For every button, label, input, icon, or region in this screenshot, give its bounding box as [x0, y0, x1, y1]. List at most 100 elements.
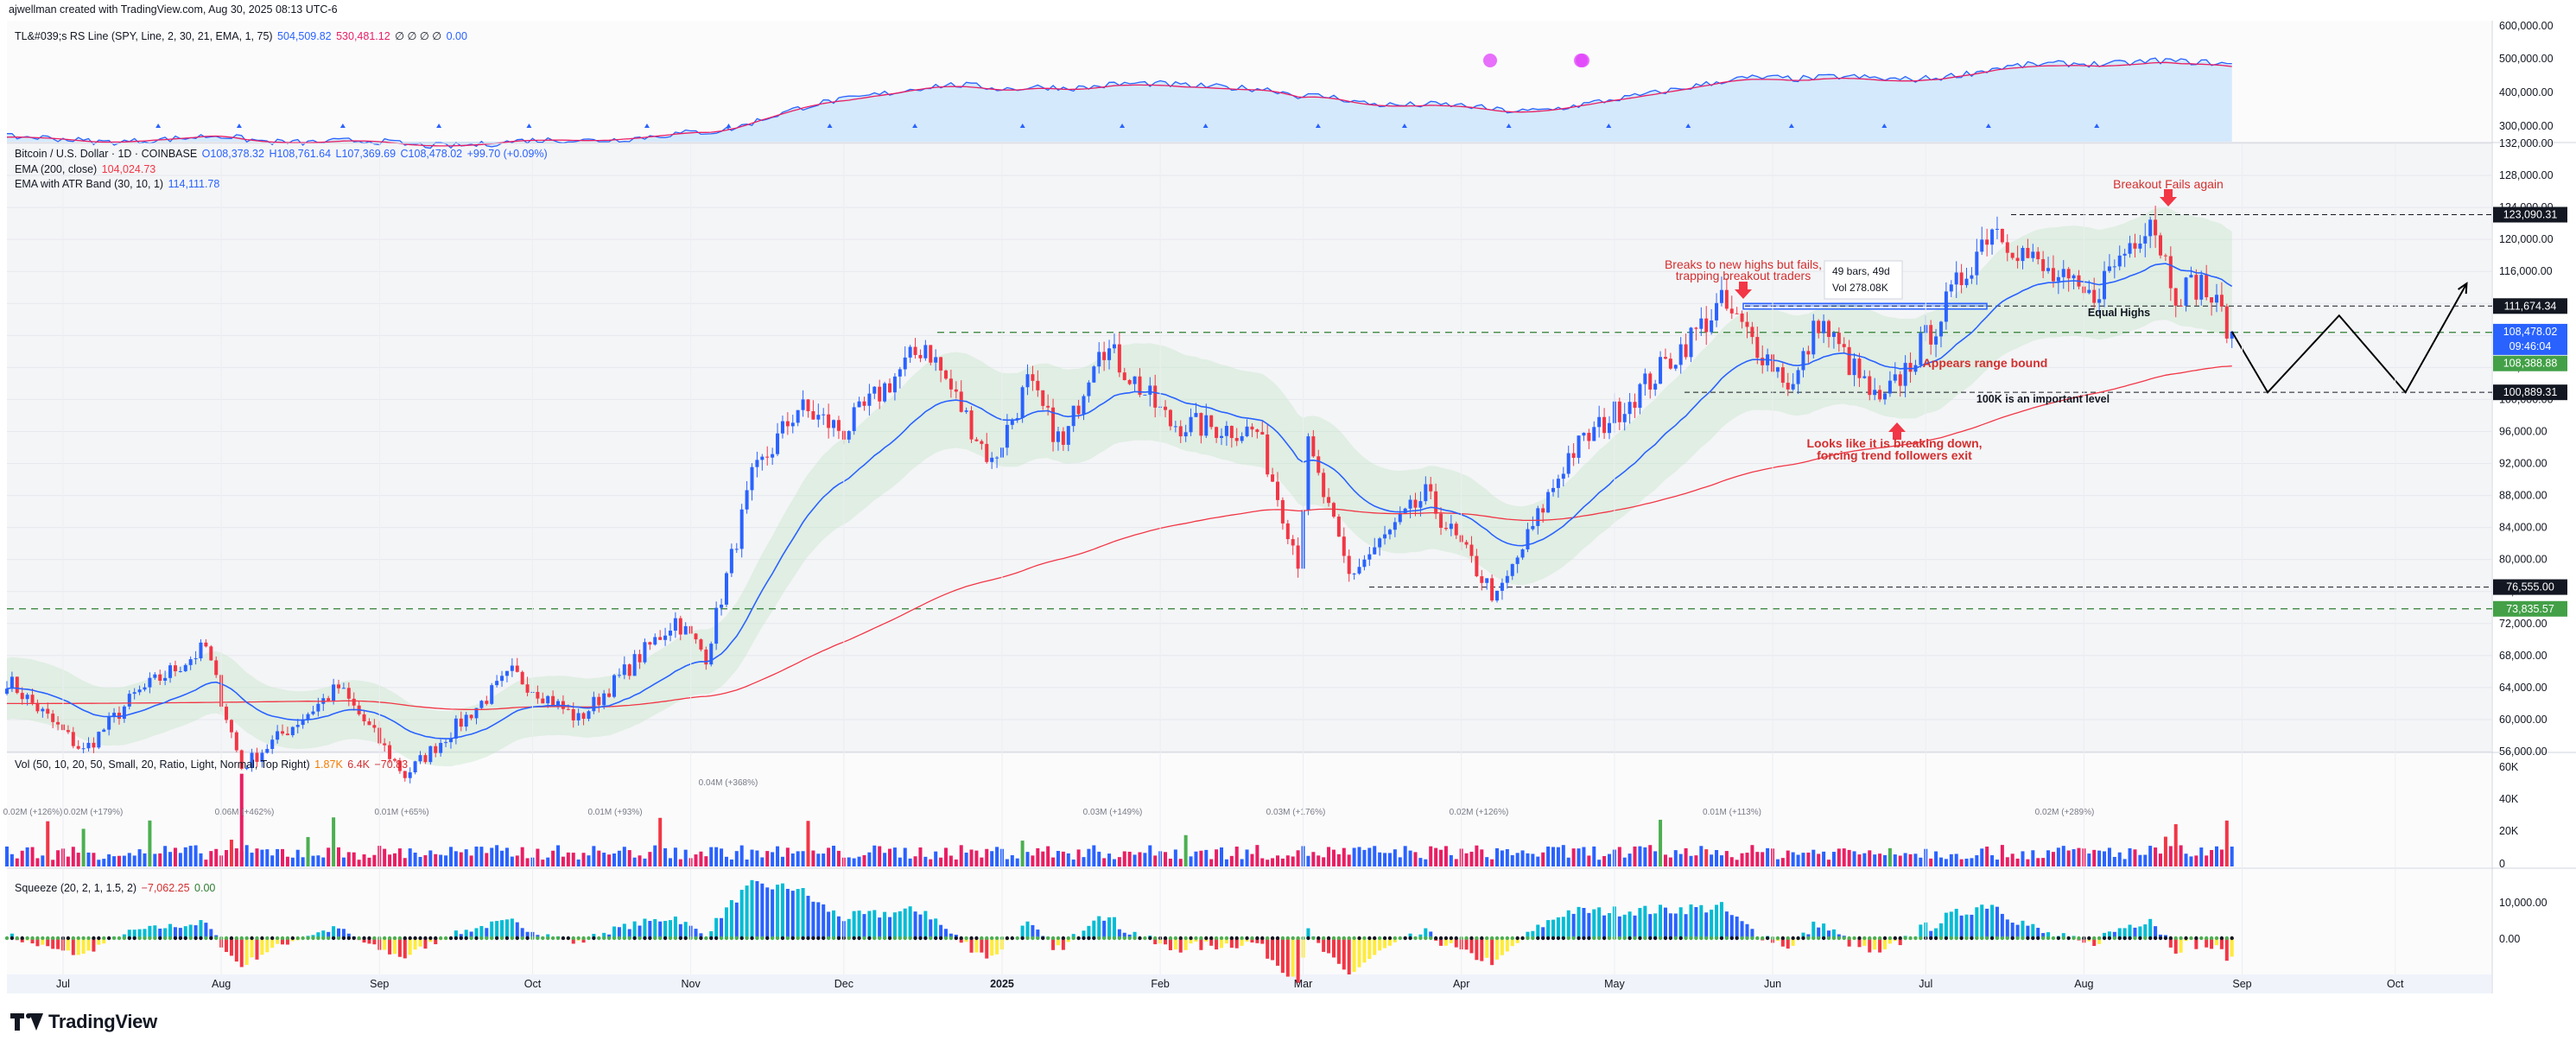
volume-bar — [1275, 855, 1279, 866]
candle-body — [1255, 429, 1259, 433]
squeeze-dot — [2168, 936, 2173, 941]
squeeze-bar — [1424, 928, 1428, 938]
candle-body — [1306, 436, 1310, 511]
squeeze-dot — [822, 936, 826, 941]
squeeze-bar — [883, 911, 887, 938]
squeeze-dot — [1868, 936, 1872, 941]
time-tick: Oct — [2387, 978, 2404, 990]
candle-body — [1112, 344, 1116, 349]
annotation-trend-followers: forcing trend followers exit — [1817, 448, 1972, 462]
volume-bar — [1668, 857, 1672, 866]
candle-body — [923, 345, 928, 359]
squeeze-legend[interactable]: Squeeze (20, 2, 1, 1.5, 2) −7,062.25 0.0… — [15, 882, 217, 894]
volume-bar — [244, 845, 249, 866]
squeeze-bar — [1164, 938, 1168, 945]
volume-bar — [1429, 846, 1433, 866]
candle-body — [194, 658, 198, 660]
volume-bar — [1719, 855, 1723, 866]
squeeze-bar — [194, 925, 198, 938]
candle-body — [10, 676, 14, 689]
squeeze-dot — [97, 936, 101, 941]
volume-bar — [1398, 857, 1402, 866]
price-tick: 132,000.00 — [2499, 137, 2554, 149]
volume-bar — [1796, 854, 1800, 866]
volume-bar — [1678, 853, 1683, 866]
squeeze-bar — [546, 934, 550, 938]
volume-bar — [847, 857, 851, 866]
volume-bar — [1852, 851, 1856, 866]
candle-body — [408, 772, 412, 778]
squeeze-bar — [163, 928, 168, 938]
volume-bar — [153, 853, 157, 866]
squeeze-bar — [1954, 909, 1958, 938]
squeeze-dot — [949, 936, 954, 941]
squeeze-dot — [745, 936, 749, 941]
candle-body — [985, 443, 989, 462]
atr-legend[interactable]: EMA with ATR Band (30, 10, 1) 114,111.78 — [15, 178, 221, 190]
volume-bar — [1806, 852, 1811, 866]
candle-body — [872, 386, 877, 394]
squeeze-bar — [367, 938, 371, 944]
vol-legend[interactable]: Vol (50, 10, 20, 50, Small, 20, Ratio, L… — [15, 758, 409, 771]
volume-bar — [51, 860, 55, 866]
candle-body — [183, 664, 187, 671]
squeeze-bar — [1715, 904, 1719, 938]
ema200-legend[interactable]: EMA (200, close) 104,024.73 — [15, 163, 157, 175]
squeeze-dot — [760, 936, 765, 941]
squeeze-bar — [1531, 930, 1535, 938]
squeeze-dot — [173, 936, 178, 941]
squeeze-dot — [1622, 936, 1627, 941]
rs-marker — [912, 124, 918, 128]
candle-body — [1204, 415, 1209, 436]
candle-body — [2168, 256, 2173, 289]
squeeze-bar — [362, 938, 366, 943]
candle-body — [648, 642, 652, 645]
squeeze-dot — [2056, 936, 2061, 941]
squeeze-bar — [1061, 938, 1065, 950]
candle-body — [1761, 358, 1765, 365]
squeeze-bar — [888, 917, 892, 938]
volume-bar — [117, 855, 121, 866]
candle-body — [1893, 374, 1897, 381]
squeeze-bar — [469, 931, 473, 938]
squeeze-dot — [194, 936, 198, 941]
candle-body — [107, 716, 111, 730]
candle-body — [265, 749, 270, 753]
volume-bar — [1882, 854, 1887, 866]
volume-bar — [943, 847, 948, 866]
squeeze-dot — [2036, 936, 2040, 941]
squeeze-dot — [724, 936, 729, 941]
volume-annotation: 0.01M (+93%) — [587, 808, 642, 817]
volume-bar — [439, 854, 443, 866]
squeeze-dot — [413, 936, 417, 941]
squeeze-dot — [2051, 936, 2056, 941]
volume-bar — [576, 859, 581, 866]
squeeze-dot — [1791, 936, 1795, 941]
candle-body — [939, 357, 943, 371]
volume-bar — [1475, 845, 1479, 866]
tradingview-logo[interactable]: TradingView — [10, 1009, 157, 1035]
volume-bar — [1495, 847, 1500, 866]
squeeze-bar — [1526, 931, 1530, 938]
candle-body — [765, 456, 770, 458]
rs-marker — [1202, 124, 1209, 128]
squeeze-bar — [1454, 938, 1458, 948]
squeeze-dot — [418, 936, 422, 941]
squeeze-bar — [648, 921, 652, 938]
candle-body — [1801, 351, 1805, 371]
candle-body — [2189, 275, 2193, 278]
rs-legend[interactable]: TL&#039;s RS Line (SPY, Line, 2, 30, 21,… — [15, 29, 469, 42]
price-legend-symbol[interactable]: Bitcoin / U.S. Dollar · 1D · COINBASE O1… — [15, 148, 549, 160]
squeeze-bar — [1490, 938, 1494, 966]
squeeze-bar — [1296, 938, 1300, 983]
time-tick: Aug — [212, 978, 231, 990]
squeeze-bar — [1546, 920, 1551, 938]
squeeze-bar — [1071, 934, 1075, 938]
squeeze-dot — [2031, 936, 2035, 941]
volume-bar — [2163, 836, 2167, 866]
candle-body — [1234, 438, 1239, 441]
price-tick: 56,000.00 — [2499, 746, 2547, 758]
volume-bar — [607, 854, 612, 866]
volume-bar — [1220, 847, 1224, 866]
squeeze-dot — [1903, 936, 1907, 941]
